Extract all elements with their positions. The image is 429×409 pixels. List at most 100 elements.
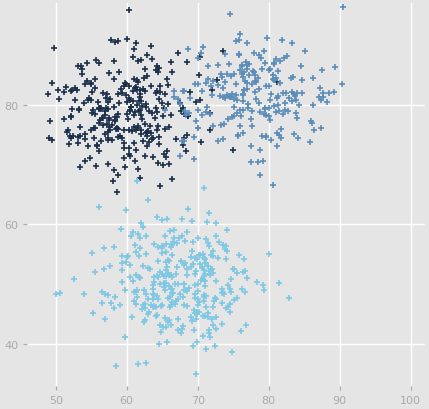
Point xyxy=(99,300,106,306)
Point xyxy=(309,76,316,82)
Point xyxy=(243,275,250,282)
Point xyxy=(183,288,190,294)
Point xyxy=(114,125,121,132)
Point xyxy=(293,115,300,121)
Point xyxy=(159,245,166,252)
Point xyxy=(123,254,130,261)
Point xyxy=(88,110,95,117)
Point xyxy=(121,287,128,294)
Point xyxy=(180,142,187,149)
Point xyxy=(289,41,296,47)
Point xyxy=(251,70,258,76)
Point xyxy=(237,108,244,115)
Point xyxy=(183,272,190,279)
Point xyxy=(151,115,158,122)
Point xyxy=(112,40,118,46)
Point xyxy=(141,122,148,128)
Point xyxy=(244,40,251,47)
Point xyxy=(291,92,298,99)
Point xyxy=(105,124,112,131)
Point xyxy=(178,326,185,333)
Point xyxy=(92,126,99,132)
Point xyxy=(158,302,165,308)
Point xyxy=(222,243,229,250)
Point xyxy=(258,133,265,140)
Point xyxy=(96,204,103,211)
Point xyxy=(235,252,242,258)
Point xyxy=(256,110,263,116)
Point xyxy=(175,96,182,103)
Point xyxy=(326,91,332,97)
Point xyxy=(66,133,73,140)
Point xyxy=(223,305,230,312)
Point xyxy=(149,291,156,297)
Point xyxy=(199,263,205,270)
Point xyxy=(154,293,160,300)
Point xyxy=(197,261,204,267)
Point xyxy=(254,159,261,166)
Point xyxy=(167,272,174,279)
Point xyxy=(122,80,129,87)
Point xyxy=(68,136,75,142)
Point xyxy=(132,40,139,47)
Point xyxy=(201,255,208,261)
Point xyxy=(137,88,144,94)
Point xyxy=(145,265,152,272)
Point xyxy=(161,280,168,287)
Point xyxy=(207,112,214,118)
Point xyxy=(154,214,161,220)
Point xyxy=(180,302,187,309)
Point xyxy=(308,120,315,127)
Point xyxy=(102,316,109,322)
Point xyxy=(159,271,166,277)
Point xyxy=(105,99,112,106)
Point xyxy=(71,276,78,283)
Point xyxy=(166,283,172,289)
Point xyxy=(140,302,147,308)
Point xyxy=(149,110,156,117)
Point xyxy=(114,135,121,141)
Point xyxy=(242,322,249,328)
Point xyxy=(131,242,138,249)
Point xyxy=(135,166,142,173)
Point xyxy=(150,135,157,142)
Point xyxy=(223,72,230,78)
Point xyxy=(286,96,293,102)
Point xyxy=(131,124,138,131)
Point xyxy=(206,110,213,117)
Point xyxy=(115,112,121,119)
Point xyxy=(231,114,238,120)
Point xyxy=(251,73,258,79)
Point xyxy=(311,128,317,134)
Point xyxy=(167,322,174,329)
Point xyxy=(139,86,146,93)
Point xyxy=(96,61,103,67)
Point xyxy=(214,138,221,145)
Point xyxy=(241,256,248,263)
Point xyxy=(226,301,233,308)
Point xyxy=(148,44,154,50)
Point xyxy=(167,294,174,301)
Point xyxy=(208,266,215,273)
Point xyxy=(224,92,231,99)
Point xyxy=(191,156,198,163)
Point xyxy=(213,220,220,227)
Point xyxy=(154,258,161,265)
Point xyxy=(233,92,239,99)
Point xyxy=(184,113,191,120)
Point xyxy=(153,90,160,97)
Point xyxy=(136,95,143,101)
Point xyxy=(185,113,192,120)
Point xyxy=(169,286,175,292)
Point xyxy=(133,301,140,308)
Point xyxy=(247,143,254,150)
Point xyxy=(83,61,90,67)
Point xyxy=(171,227,178,234)
Point xyxy=(127,233,134,239)
Point xyxy=(202,260,208,266)
Point xyxy=(278,37,285,44)
Point xyxy=(178,216,185,222)
Point xyxy=(163,249,169,256)
Point xyxy=(0,91,3,97)
Point xyxy=(168,60,175,66)
